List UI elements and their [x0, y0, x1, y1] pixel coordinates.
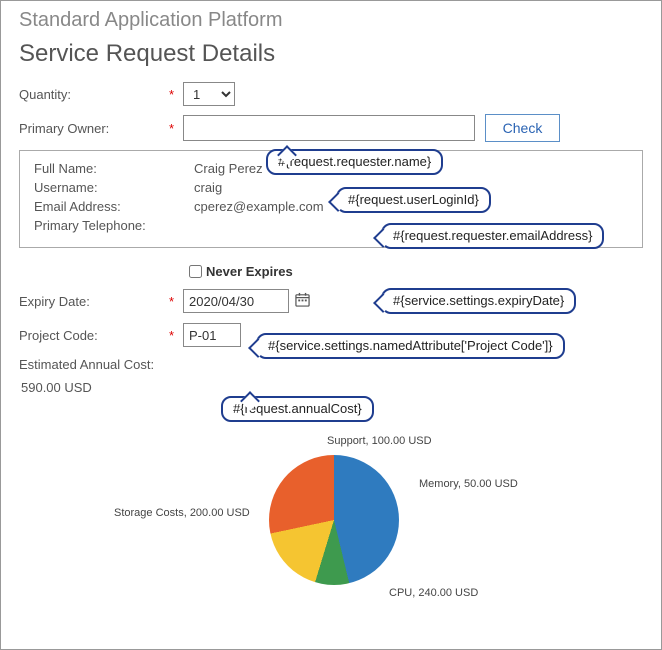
never-expires-checkbox[interactable] — [189, 265, 202, 278]
fullname-label: Full Name: — [34, 161, 194, 176]
slice-label-cpu: CPU, 240.00 USD — [389, 587, 478, 599]
email-label: Email Address: — [34, 199, 194, 214]
project-label: Project Code: — [19, 328, 169, 343]
row-never: Never Expires — [19, 262, 643, 287]
required-mark: * — [169, 87, 183, 102]
slice-label-storage: Storage Costs, 200.00 USD — [114, 507, 250, 519]
email-value: cperez@example.com — [194, 199, 324, 214]
required-mark: * — [169, 121, 183, 136]
check-button[interactable]: Check — [485, 114, 560, 142]
project-input[interactable] — [183, 323, 241, 347]
slice-label-memory: Memory, 50.00 USD — [419, 478, 518, 490]
fullname-value: Craig Perez — [194, 161, 263, 176]
callout-login-id: #{request.userLoginId} — [336, 187, 491, 213]
callout-project: #{service.settings.namedAttribute['Proje… — [256, 333, 565, 359]
row-quantity: Quantity: * 1 — [19, 82, 643, 106]
callout-cost: #{request.annualCost} — [221, 396, 374, 422]
required-mark: * — [169, 328, 183, 343]
calendar-icon[interactable] — [295, 292, 310, 311]
phone-label: Primary Telephone: — [34, 218, 194, 233]
estcost-value: 590.00 USD — [21, 380, 643, 395]
slice-label-support: Support, 100.00 USD — [327, 435, 432, 447]
never-expires-label: Never Expires — [206, 264, 293, 279]
username-label: Username: — [34, 180, 194, 195]
callout-requester-name: #{request.requester.name} — [266, 149, 443, 175]
expiry-input[interactable] — [183, 289, 289, 313]
expiry-label: Expiry Date: — [19, 294, 169, 309]
row-owner: Primary Owner: * Check — [19, 114, 643, 142]
page-title: Service Request Details — [19, 40, 643, 68]
quantity-label: Quantity: — [19, 87, 169, 102]
app-title: Standard Application Platform — [19, 9, 643, 32]
pie-graphic — [269, 455, 399, 585]
app-frame: Standard Application Platform Service Re… — [0, 0, 662, 650]
callout-email: #{request.requester.emailAddress} — [381, 223, 604, 249]
estcost-label: Estimated Annual Cost: — [19, 357, 643, 372]
username-value: craig — [194, 180, 222, 195]
cost-pie-chart: CPU, 240.00 USD Memory, 50.00 USD Suppor… — [19, 425, 639, 605]
required-mark: * — [169, 294, 183, 309]
owner-input[interactable] — [183, 115, 475, 141]
quantity-select[interactable]: 1 — [183, 82, 235, 106]
owner-label: Primary Owner: — [19, 121, 169, 136]
callout-expiry: #{service.settings.expiryDate} — [381, 288, 576, 314]
